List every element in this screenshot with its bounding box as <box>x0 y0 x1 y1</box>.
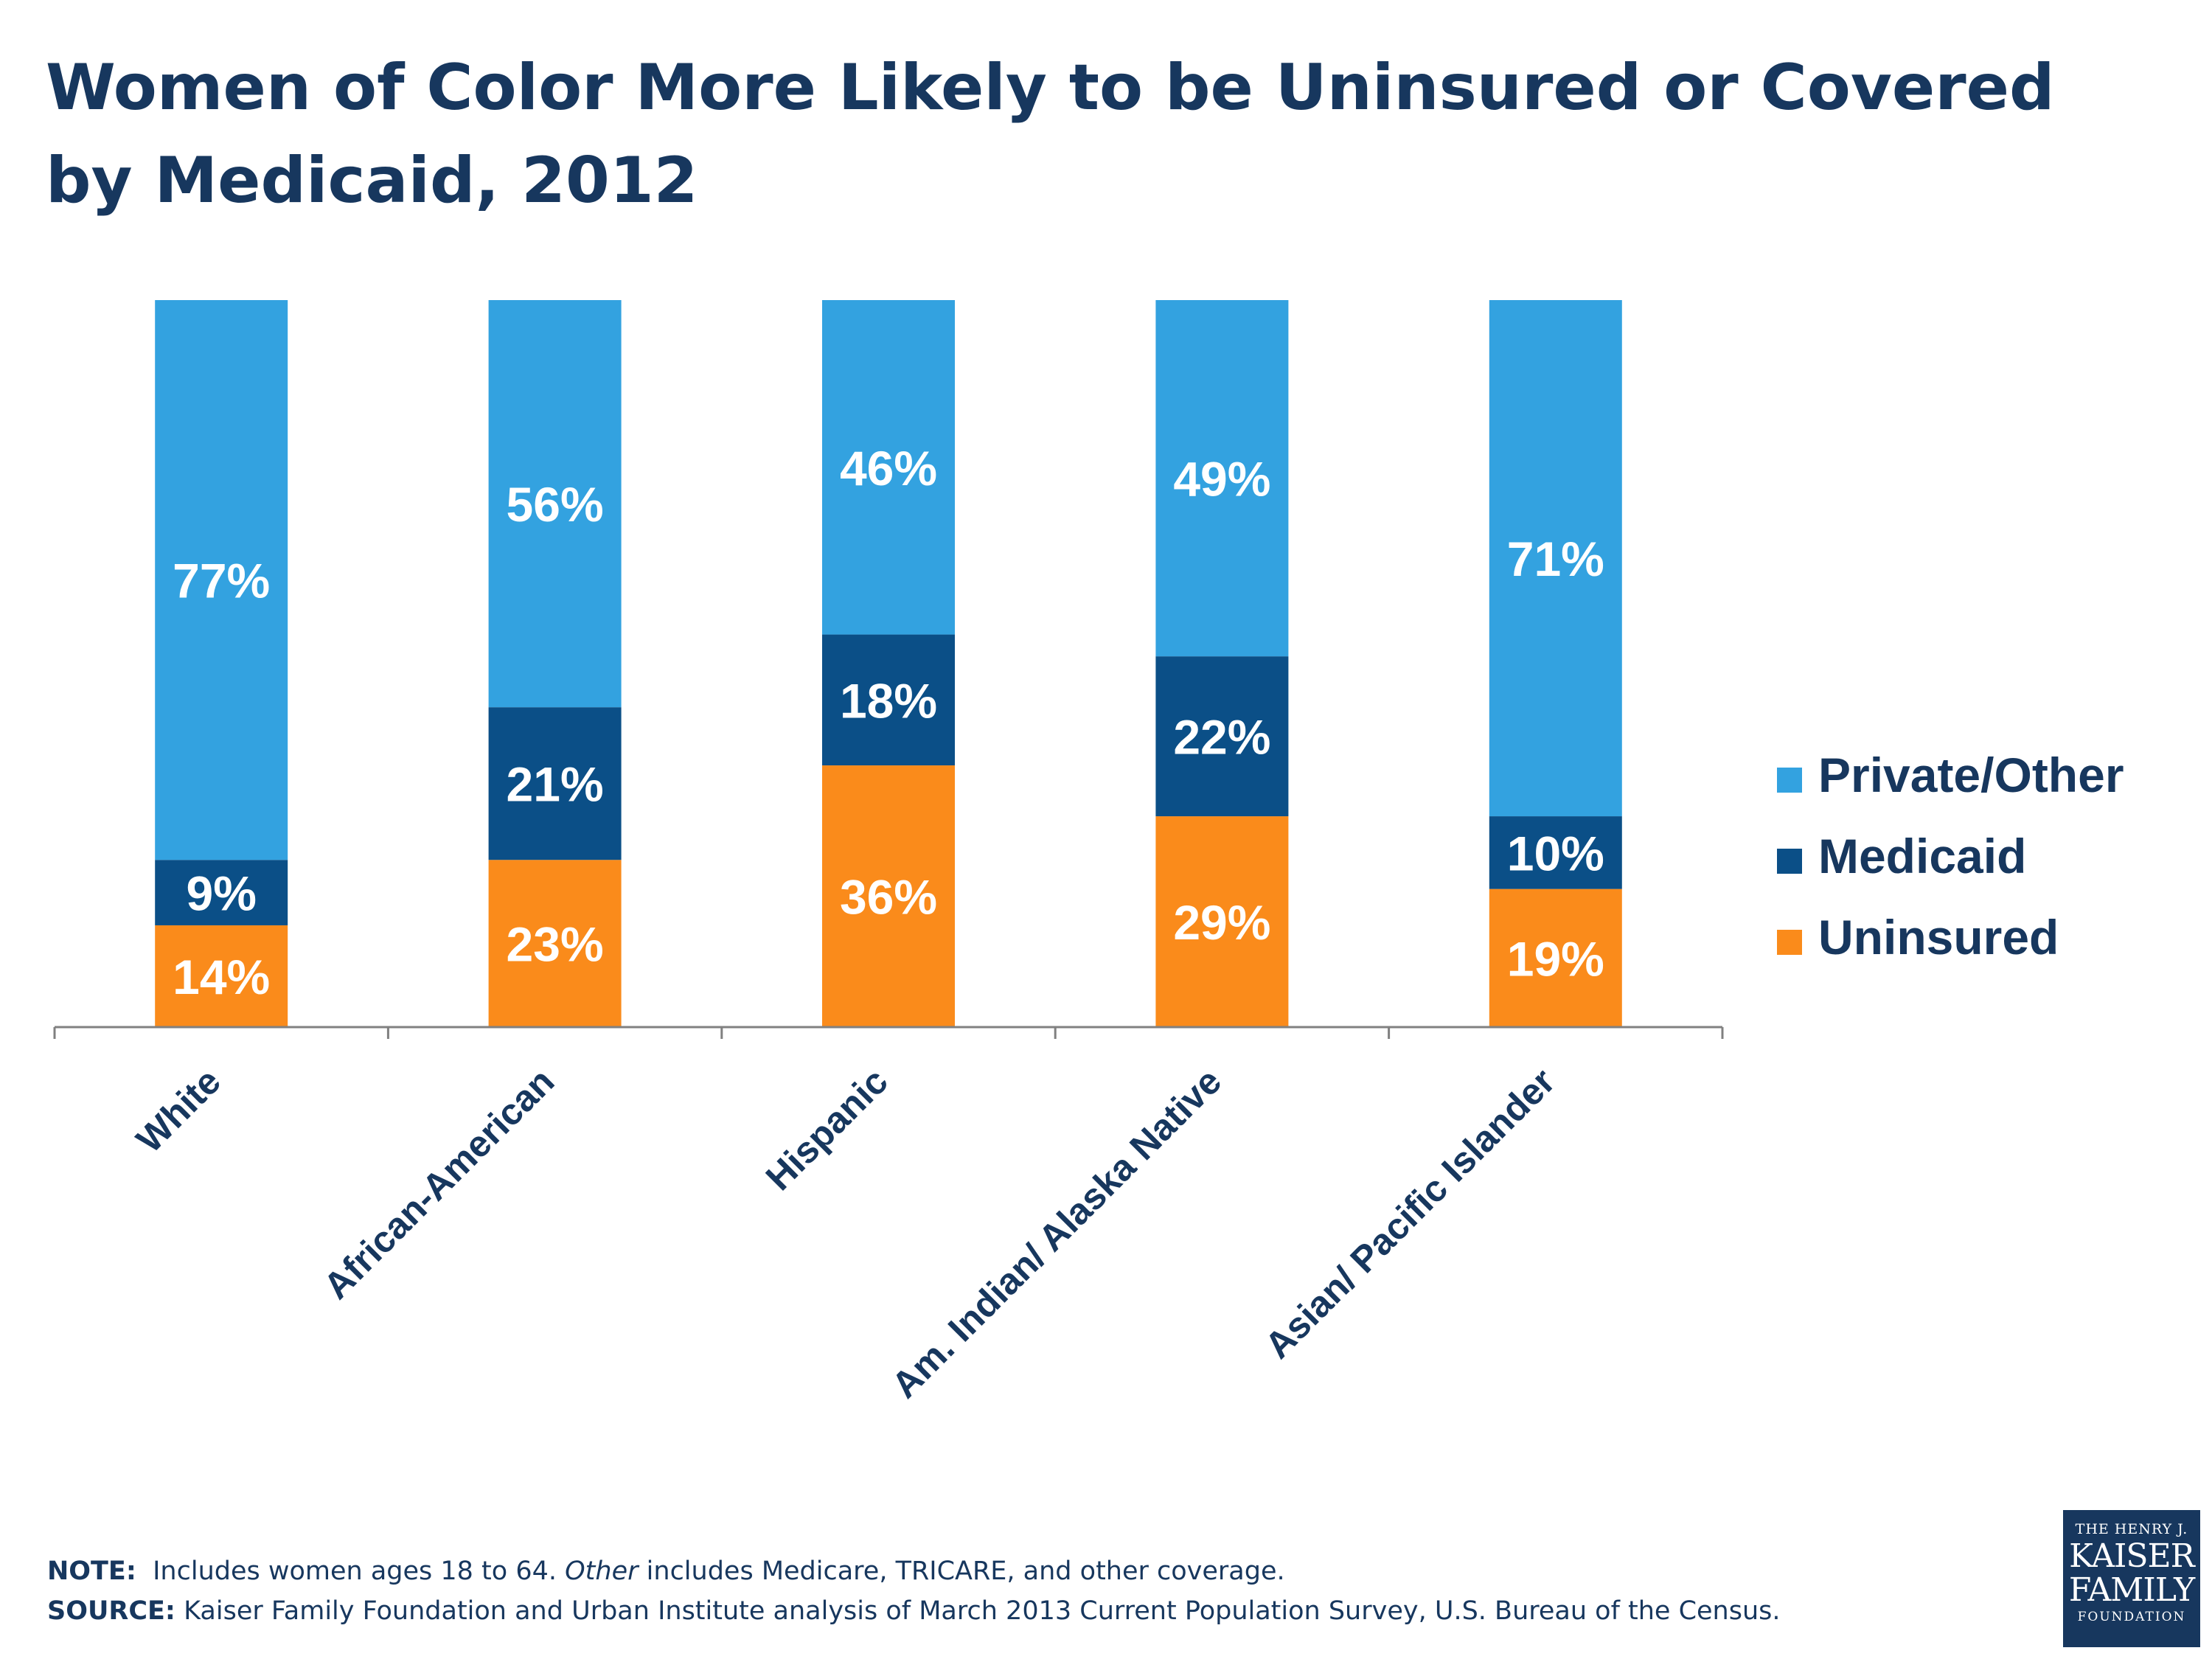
data-label-private-other-white: 77% <box>173 554 270 608</box>
x-tick-label-african-american: African-American <box>316 1060 562 1307</box>
bar-private-other-am-indian-alaska-native <box>1155 300 1289 657</box>
logo-line-1: THE HENRY J. <box>2075 1521 2188 1537</box>
logo-line-4: FOUNDATION <box>2077 1610 2186 1624</box>
bar-medicaid-african-american <box>488 707 622 860</box>
data-label-medicaid-white: 9% <box>187 866 257 921</box>
bar-uninsured-white <box>155 925 288 1027</box>
bar-medicaid-hispanic <box>822 634 955 766</box>
legend-label-uninsured: Uninsured <box>1818 910 2059 964</box>
data-label-uninsured-am-indian-alaska-native: 29% <box>1173 895 1270 950</box>
logo-line-3: FAMILY <box>2068 1571 2195 1609</box>
x-tick-label-hispanic: Hispanic <box>758 1060 896 1198</box>
legend-label-medicaid: Medicaid <box>1818 829 2026 883</box>
footnote: NOTE: Includes women ages 18 to 64. Othe… <box>47 1551 1781 1631</box>
x-tick-label-asian-pacific-islander: Asian/ Pacific Islander <box>1257 1060 1563 1366</box>
data-label-private-other-african-american: 56% <box>507 477 604 532</box>
bar-private-other-white <box>155 300 288 860</box>
data-label-medicaid-african-american: 21% <box>507 757 604 812</box>
data-label-private-other-am-indian-alaska-native: 49% <box>1173 452 1270 507</box>
bar-medicaid-am-indian-alaska-native <box>1155 656 1289 817</box>
x-tick-label-white: White <box>128 1060 229 1161</box>
legend-swatch-medicaid <box>1777 849 1802 874</box>
note-line: NOTE: Includes women ages 18 to 64. Othe… <box>47 1551 1781 1591</box>
note-text-pre: Includes women ages 18 to 64. <box>153 1557 557 1586</box>
bar-uninsured-hispanic <box>822 765 955 1027</box>
note-text-post: includes Medicare, TRICARE, and other co… <box>646 1557 1285 1586</box>
note-label: NOTE: <box>47 1557 136 1586</box>
data-label-uninsured-african-american: 23% <box>507 917 604 972</box>
data-label-uninsured-asian-pacific-islander: 19% <box>1507 931 1604 986</box>
note-text-italic: Other <box>565 1557 639 1586</box>
source-text: Kaiser Family Foundation and Urban Insti… <box>184 1596 1781 1626</box>
data-label-medicaid-hispanic: 18% <box>840 673 937 728</box>
bar-medicaid-white <box>155 860 288 925</box>
legend-swatch-uninsured <box>1777 930 1802 955</box>
bar-medicaid-asian-pacific-islander <box>1489 816 1622 889</box>
data-label-medicaid-am-indian-alaska-native: 22% <box>1173 710 1270 765</box>
bars-group: 14% 9% 77% 23% 21% 56% 36% 18% 46% 29% 22% 49% 19% 10… <box>155 300 1622 1027</box>
x-tick-label-am-indian-alaska-native: Am. Indian/ Alaska Native <box>884 1060 1230 1406</box>
bar-uninsured-am-indian-alaska-native <box>1155 816 1289 1027</box>
page-title: Women of Color More Likely to be Uninsur… <box>46 51 2055 218</box>
legend-swatch-private-other <box>1777 768 1802 793</box>
data-label-private-other-asian-pacific-islander: 71% <box>1507 532 1604 586</box>
bar-private-other-asian-pacific-islander <box>1489 300 1622 817</box>
bar-uninsured-african-american <box>488 860 622 1027</box>
bar-private-other-hispanic <box>822 300 955 635</box>
bar-uninsured-asian-pacific-islander <box>1489 888 1622 1027</box>
legend: Private/Other Medicaid Uninsured <box>1777 748 2124 964</box>
source-label: SOURCE: <box>47 1596 175 1626</box>
data-label-uninsured-white: 14% <box>173 950 270 1004</box>
data-label-private-other-hispanic: 46% <box>840 441 937 495</box>
kaiser-logo: THE HENRY J. KAISER FAMILY FOUNDATION <box>2063 1510 2200 1647</box>
source-line: SOURCE: Kaiser Family Foundation and Urb… <box>47 1591 1781 1631</box>
logo-line-2: KAISER <box>2069 1537 2195 1575</box>
legend-label-private-other: Private/Other <box>1818 748 2124 802</box>
data-label-medicaid-asian-pacific-islander: 10% <box>1507 826 1604 880</box>
data-label-uninsured-hispanic: 36% <box>840 870 937 925</box>
bar-private-other-african-american <box>488 300 622 708</box>
